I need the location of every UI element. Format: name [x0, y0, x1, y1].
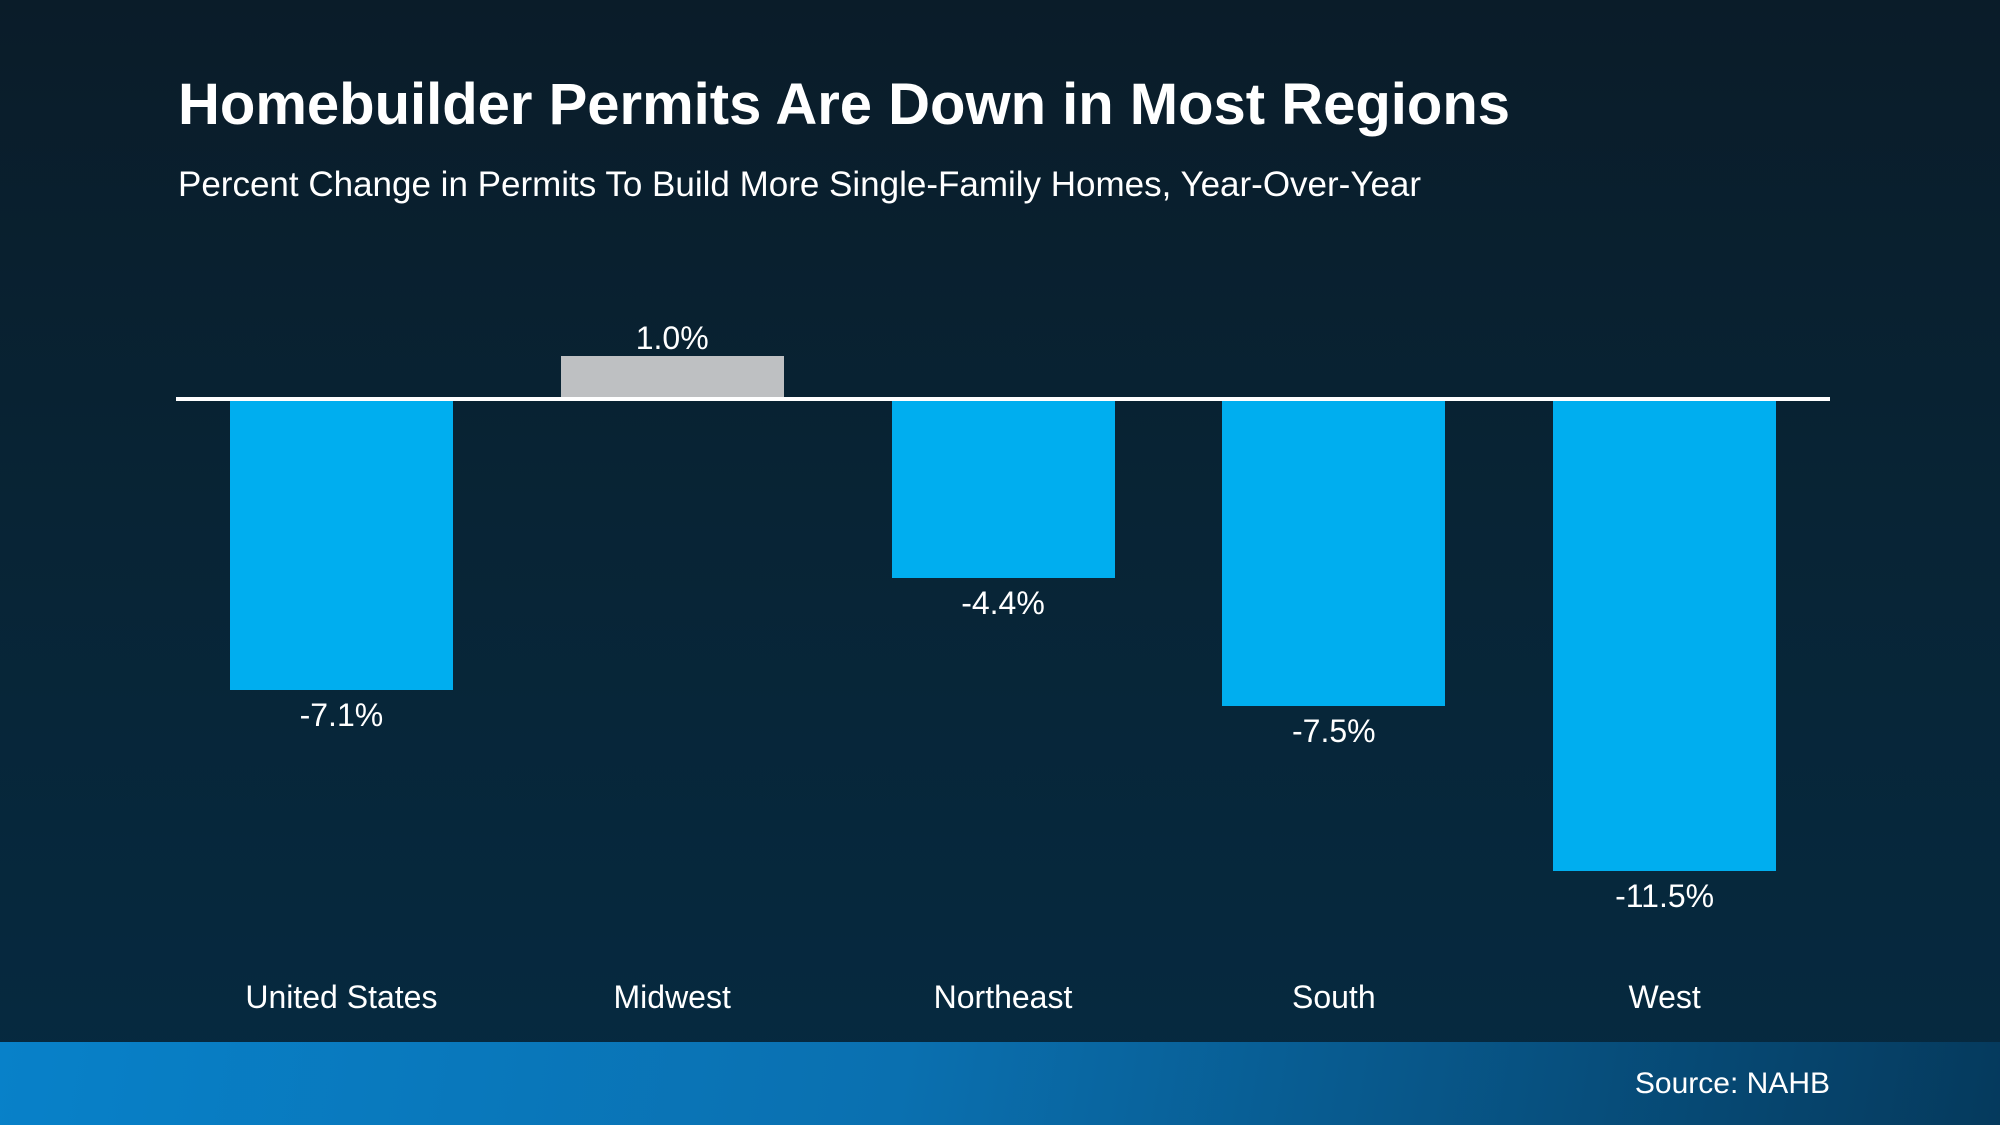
value-label-midwest: 1.0%	[635, 319, 709, 356]
chart-title: Homebuilder Permits Are Down in Most Reg…	[178, 72, 1511, 137]
zero-axis-line	[176, 397, 1830, 401]
bar-midwest	[560, 355, 784, 397]
value-label-south: -7.5%	[1292, 713, 1376, 749]
value-label-west: -11.5%	[1615, 877, 1715, 914]
bar-northeast	[891, 401, 1115, 579]
category-label-south: South	[1291, 979, 1376, 1015]
chart-subtitle: Percent Change in Permits To Build More …	[178, 165, 1422, 204]
bar-united-states	[229, 401, 453, 690]
category-label-midwest: Midwest	[613, 979, 731, 1015]
category-label-west: West	[1628, 979, 1701, 1015]
footer-band: Source: NAHB	[0, 1042, 2000, 1125]
bar-south	[1222, 401, 1446, 706]
value-label-united-states: -7.1%	[299, 696, 384, 733]
source-credit: Source: NAHB	[1634, 1066, 1830, 1100]
category-label-northeast: Northeast	[933, 979, 1073, 1015]
bar-west	[1553, 401, 1777, 871]
value-label-northeast: -4.4%	[961, 585, 1045, 622]
category-label-united-states: United States	[245, 979, 438, 1015]
